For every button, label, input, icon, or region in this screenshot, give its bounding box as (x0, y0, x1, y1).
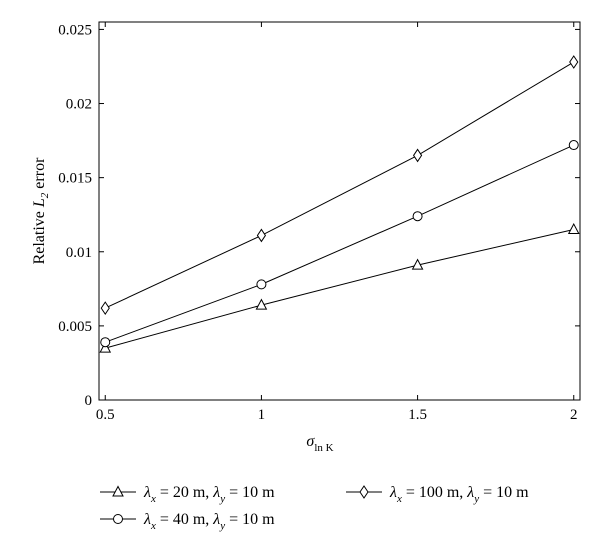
data-point-circle (568, 140, 579, 151)
legend: λx = 20 m, λy = 10 m λx = 40 m, λy = 10 m… (100, 484, 529, 532)
data-point-circle (256, 279, 267, 290)
series-triangle (99, 222, 580, 353)
data-point-circle (100, 337, 111, 348)
x-tick-label: 2 (570, 407, 578, 423)
data-point-triangle (99, 341, 112, 353)
data-point-diamond (569, 55, 579, 69)
y-tick-label: 0.015 (58, 171, 92, 187)
data-point-triangle (567, 222, 580, 235)
x-tick-label: 0.5 (96, 407, 115, 423)
y-axis-label: Relative L2 error (31, 157, 51, 264)
legend-item: λx = 100 m, λy = 10 m (346, 484, 529, 505)
legend-label: λx = 100 m, λy = 10 m (389, 484, 529, 505)
plot-frame (98, 21, 581, 401)
x-tick-label: 1.5 (408, 407, 427, 423)
series-group (99, 55, 580, 353)
legend-item: λx = 20 m, λy = 10 m (100, 484, 275, 505)
y-tick-label: 0.005 (58, 319, 92, 335)
data-point-diamond (412, 148, 423, 163)
legend-label: λx = 40 m, λy = 10 m (143, 511, 275, 532)
legend-marker-triangle (112, 485, 124, 497)
x-tick-label: 1 (258, 407, 266, 423)
legend-marker-diamond (359, 485, 369, 499)
series-line (105, 229, 574, 349)
series-circle (100, 140, 579, 348)
data-point-circle (412, 211, 423, 222)
series-diamond (100, 55, 579, 315)
data-point-diamond (256, 228, 267, 243)
data-point-diamond (100, 301, 110, 315)
series-line (105, 61, 575, 309)
y-axis: 0 0.005 0.01 0.015 0.02 0.025 (58, 22, 580, 409)
series-line (105, 144, 574, 343)
y-tick-label: 0.01 (66, 245, 92, 261)
legend-label: λx = 20 m, λy = 10 m (143, 484, 275, 505)
legend-marker-circle (113, 514, 123, 524)
y-tick-label: 0.025 (58, 22, 92, 38)
legend-item: λx = 40 m, λy = 10 m (100, 511, 275, 532)
x-axis-label: σln K (306, 433, 333, 454)
data-point-triangle (255, 298, 268, 310)
y-tick-label: 0 (85, 393, 93, 409)
x-axis: 0.5 1 1.5 2 (96, 22, 578, 423)
data-point-triangle (411, 258, 424, 270)
y-tick-label: 0.02 (66, 97, 92, 113)
